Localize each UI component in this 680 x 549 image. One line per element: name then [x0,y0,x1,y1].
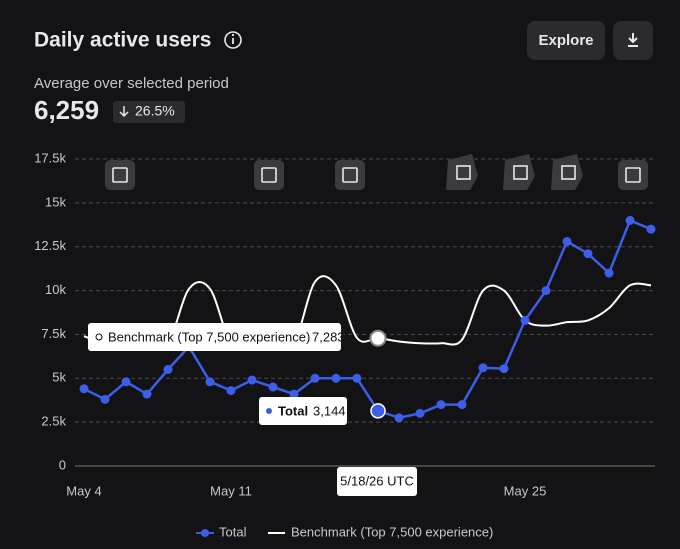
y-tick-label: 15k [45,194,66,209]
explore-label[interactable]: Explore [538,32,593,49]
y-tick-label: 2.5k [41,414,66,429]
legend-label: Benchmark (Top 7,500 experience) [291,524,493,539]
total-point [247,375,257,385]
tooltip-name: Total [278,403,308,418]
legend-label: Total [219,524,247,539]
y-tick-label: 10k [45,282,66,297]
total-point [625,215,635,225]
total-point [142,389,152,399]
change-badge [113,101,185,123]
total-point [268,382,278,392]
download-button[interactable] [613,21,653,60]
total-point [604,268,614,278]
total-point [394,413,404,423]
total-point [289,389,299,399]
tooltip: Benchmark (Top 7,500 experience) 7,283 Tot… [88,323,417,496]
benchmark-line [83,275,652,349]
tooltip-box [88,323,341,351]
total-point [478,363,488,373]
tooltip-value: 7,283 [312,329,345,344]
tooltip-box [259,397,347,425]
total-point [457,400,467,410]
subtitle: Average over selected period [34,75,229,92]
tooltip-date: 5/18/26 UTC [340,473,414,488]
explore-button[interactable] [527,21,605,60]
total-point [436,400,446,410]
tooltip-name: Benchmark (Top 7,500 experience) [108,329,310,344]
total-point [205,377,215,387]
total-point [121,377,131,387]
total-point [520,315,530,325]
y-tick-label: 12.5k [34,238,66,253]
total-point [499,364,509,374]
x-tick-label: May 4 [66,483,101,498]
total-point [310,373,320,383]
info-icon[interactable] [224,31,242,49]
tooltip-dot [266,408,272,414]
tooltip-value: 3,144 [313,403,346,418]
title: Daily active users [34,29,211,52]
x-tick-label: May 25 [504,483,547,498]
y-tick-label: 0 [59,457,66,472]
total-point [352,373,362,383]
total-point [415,408,425,418]
change-value: 26.5% [135,103,175,119]
y-tick-label: 17.5k [34,150,66,165]
tooltip-date-box [337,467,417,496]
total-highlight [370,403,386,419]
tooltip-dot [95,333,103,341]
down-arrow [119,106,129,118]
x-tick-label: May 11 [210,483,252,498]
legend: Total Benchmark (Top 7,500 experience) [196,524,493,539]
total-point [79,384,89,394]
total-line [83,218,652,420]
total-point [562,236,572,246]
total-point [646,224,656,234]
benchmark-highlight [369,329,387,347]
plot: 0 2.5k 5k 7.5k 10k 12.5k 15k 17.5k May 4 May 11 Ma… [34,150,656,498]
total-point [226,386,236,396]
total-point [331,373,341,383]
total-point [163,365,173,375]
total-point [100,394,110,404]
total-point [541,286,551,296]
annotation-icons[interactable] [105,154,648,190]
y-tick-label: 7.5k [41,326,66,341]
average-value: 6,259 [34,95,99,125]
y-tick-label: 5k [52,370,66,385]
total-point [583,249,593,259]
